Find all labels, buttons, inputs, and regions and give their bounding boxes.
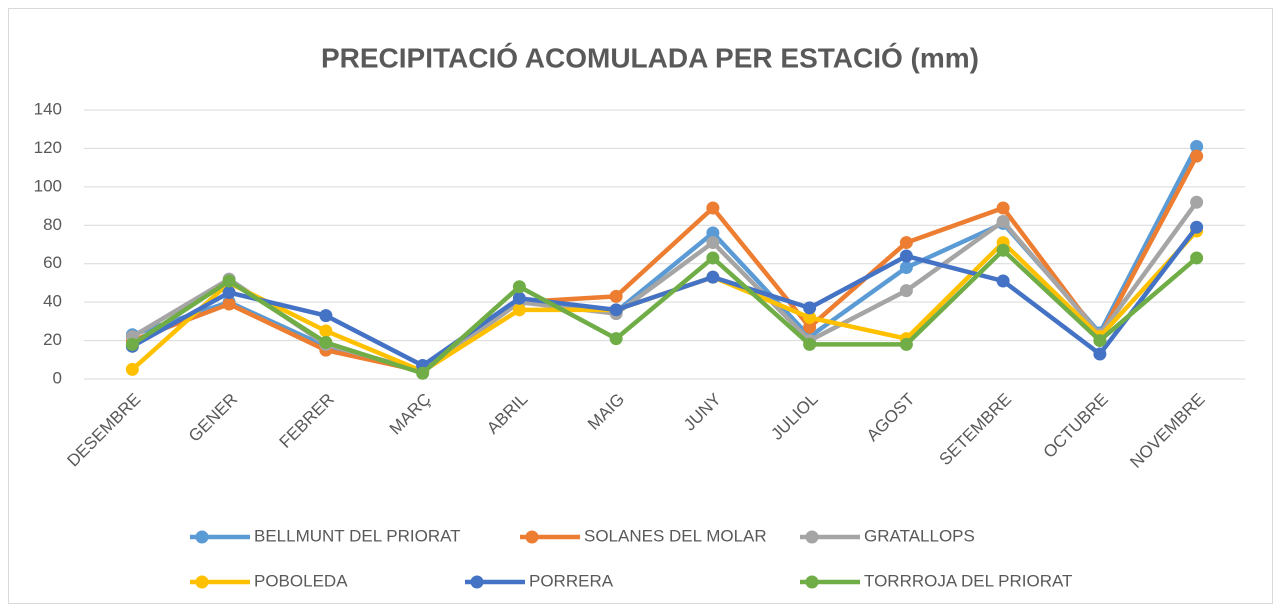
point bbox=[125, 362, 139, 376]
point bbox=[899, 261, 913, 275]
legend-marker bbox=[195, 575, 209, 589]
y-tick-label: 120 bbox=[34, 138, 62, 157]
point bbox=[222, 297, 236, 311]
point bbox=[899, 337, 913, 351]
y-tick-label: 140 bbox=[34, 99, 62, 118]
y-tick-label: 20 bbox=[43, 330, 62, 349]
y-tick-label: 100 bbox=[34, 176, 62, 195]
point bbox=[609, 332, 623, 346]
legend-marker bbox=[805, 530, 819, 544]
legend-label: SOLANES DEL MOLAR bbox=[584, 526, 767, 545]
legend-label: BELLMUNT DEL PRIORAT bbox=[254, 526, 461, 545]
point bbox=[1190, 149, 1204, 163]
legend-marker bbox=[195, 530, 209, 544]
legend-label: GRATALLOPS bbox=[864, 526, 975, 545]
legend-label: PORRERA bbox=[529, 571, 614, 590]
point bbox=[222, 274, 236, 288]
point bbox=[609, 289, 623, 303]
y-tick-label: 80 bbox=[43, 215, 62, 234]
point bbox=[1093, 334, 1107, 348]
point bbox=[899, 249, 913, 263]
series-line bbox=[131, 248, 1199, 376]
point bbox=[512, 291, 526, 305]
point bbox=[125, 337, 139, 351]
point bbox=[706, 226, 720, 240]
point bbox=[319, 309, 333, 323]
point bbox=[1190, 251, 1204, 265]
legend-marker bbox=[525, 530, 539, 544]
y-tick-label: 0 bbox=[53, 368, 62, 387]
point bbox=[512, 280, 526, 294]
legend-marker bbox=[470, 575, 484, 589]
point bbox=[803, 311, 817, 325]
point bbox=[512, 303, 526, 317]
point bbox=[899, 284, 913, 298]
point bbox=[996, 274, 1010, 288]
point bbox=[416, 366, 430, 380]
point bbox=[706, 201, 720, 215]
point bbox=[222, 286, 236, 300]
point bbox=[996, 243, 1010, 257]
y-tick-label: 40 bbox=[43, 292, 62, 311]
point bbox=[803, 337, 817, 351]
chart-border bbox=[8, 8, 1273, 604]
point bbox=[706, 251, 720, 265]
series-line bbox=[131, 155, 1199, 374]
point bbox=[319, 335, 333, 349]
point bbox=[899, 236, 913, 250]
legend-label: POBOLEDA bbox=[254, 571, 348, 590]
point bbox=[996, 201, 1010, 215]
legend-marker bbox=[805, 575, 819, 589]
point bbox=[1093, 347, 1107, 361]
chart-title: PRECIPITACIÓ ACOMULADA PER ESTACIÓ (mm) bbox=[321, 42, 979, 73]
series-line bbox=[131, 225, 1199, 368]
point bbox=[1190, 195, 1204, 209]
point bbox=[803, 301, 817, 315]
point bbox=[996, 214, 1010, 228]
point bbox=[803, 320, 817, 334]
y-tick-label: 60 bbox=[43, 253, 62, 272]
point bbox=[319, 324, 333, 338]
point bbox=[1190, 220, 1204, 234]
point bbox=[706, 236, 720, 250]
point bbox=[1190, 140, 1204, 154]
point bbox=[706, 270, 720, 284]
point bbox=[609, 303, 623, 317]
legend-label: TORRROJA DEL PRIORAT bbox=[864, 571, 1072, 590]
